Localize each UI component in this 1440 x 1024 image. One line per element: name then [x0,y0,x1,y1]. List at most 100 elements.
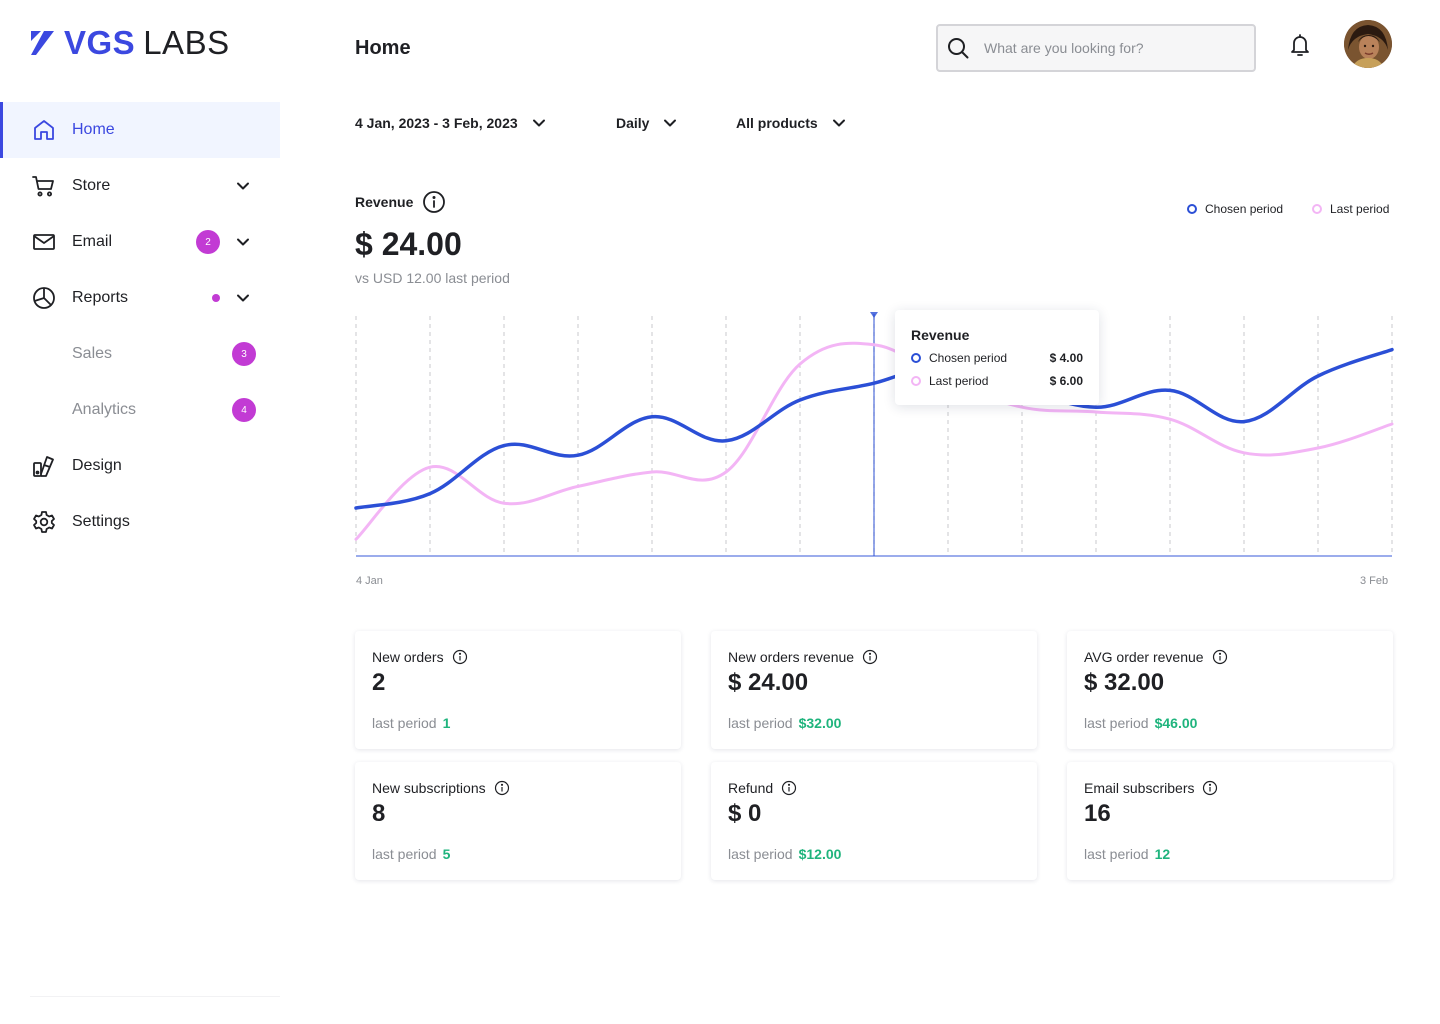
sidebar-item-reports[interactable]: Reports [0,270,280,326]
chart-tooltip: Revenue Chosen period $ 4.00 Last period… [895,310,1099,405]
pie-chart-icon [33,287,55,309]
design-icon [33,456,54,477]
chevron-down-icon[interactable] [234,289,252,307]
legend-chosen-period[interactable]: Chosen period [1187,202,1283,216]
logo[interactable]: VGS LABS [30,26,230,60]
stat-card-title: Email subscribers [1084,780,1218,796]
legend-marker [911,376,921,386]
sidebar-item-store[interactable]: Store [0,158,280,214]
tooltip-title: Revenue [911,327,970,343]
stat-card-value: 16 [1084,800,1111,827]
notification-badge: 4 [232,398,256,422]
revenue-chart[interactable] [340,300,1410,600]
chart-hover-marker [870,312,878,318]
stat-card-previous-value: $12.00 [798,846,842,862]
logo-text: VGS LABS [64,24,230,61]
stat-card-previous-value: 1 [442,715,451,731]
info-icon[interactable] [422,190,446,214]
revenue-amount: $ 24.00 [355,226,462,262]
date-range-dropdown[interactable]: 4 Jan, 2023 - 3 Feb, 2023 [355,112,548,134]
stat-card-value: 2 [372,669,386,696]
stat-card-title: New orders revenue [728,649,878,665]
legend-label: Last period [1330,202,1390,216]
stat-card-previous-value: $32.00 [798,715,842,731]
stat-card-previous: last period 1 [372,715,451,731]
stat-card-title: AVG order revenue [1084,649,1228,665]
info-icon[interactable] [781,780,797,796]
info-icon[interactable] [1202,780,1218,796]
sidebar-item-label: Store [72,177,111,194]
sidebar-item-home[interactable]: Home [0,102,280,158]
date-range-value: 4 Jan, 2023 - 3 Feb, 2023 [355,115,518,131]
revenue-compare: vs USD 12.00 last period [355,270,510,286]
tooltip-label: Last period [929,374,989,388]
stat-card-new-orders-revenue: New orders revenue $ 24.00 last period $3… [711,631,1037,749]
legend-marker [1312,204,1322,214]
info-icon[interactable] [452,649,468,665]
chevron-down-icon[interactable] [234,233,252,251]
legend-marker [911,353,921,363]
stat-card-previous: last period $46.00 [1084,715,1198,731]
info-icon[interactable] [862,649,878,665]
sidebar-item-settings[interactable]: Settings [0,494,280,550]
stat-card-previous-value: 12 [1154,846,1171,862]
avatar[interactable] [1344,20,1392,68]
stat-card-refund: Refund $ 0 last period $12.00 [711,762,1037,880]
stat-card-new-orders: New orders 2 last period 1 [355,631,681,749]
legend-last-period[interactable]: Last period [1312,202,1389,216]
stat-card-email-subscribers: Email subscribers 16 last period 12 [1067,762,1393,880]
legend-label: Chosen period [1205,202,1284,216]
sidebar-nav: Home Store Email 2 Reports [0,102,280,550]
sidebar-item-design[interactable]: Design [0,438,280,494]
tooltip-value: $ 6.00 [1049,374,1083,388]
mail-icon [33,234,55,250]
sidebar-item-label: Analytics [72,401,137,418]
stat-card-title: Refund [728,780,797,796]
stat-card-value: 8 [372,800,386,827]
chevron-down-icon [664,119,677,127]
tooltip-row-chosen: Chosen period $ 4.00 [911,351,1083,365]
sidebar-item-label: Reports [72,289,129,306]
revenue-label: Revenue [355,194,414,210]
stat-card-previous: last period $32.00 [728,715,842,731]
series-line-last-period [354,341,1394,541]
stat-card-previous-value: 5 [442,846,451,862]
sidebar-item-label: Sales [72,345,113,362]
search-input[interactable] [984,40,1234,56]
sidebar-item-label: Design [72,457,122,474]
sidebar: VGS LABS Home Store Email 2 [0,0,280,1024]
info-icon[interactable] [1212,649,1228,665]
gear-icon [33,511,55,533]
stat-card-value: $ 32.00 [1084,669,1165,696]
info-icon[interactable] [494,780,510,796]
sidebar-item-label: Home [72,121,115,138]
notification-badge: 2 [196,230,220,254]
sidebar-item-email[interactable]: Email 2 [0,214,280,270]
products-value: All products [736,115,818,131]
cart-icon [32,176,54,197]
x-axis-end-label: 3 Feb [1360,575,1389,587]
status-dot [212,294,220,302]
tooltip-value: $ 4.00 [1049,351,1083,365]
chevron-down-icon [832,119,845,127]
stat-card-title: New subscriptions [372,780,510,796]
sidebar-item-sales[interactable]: Sales 3 [0,326,280,382]
products-dropdown[interactable]: All products [736,112,848,134]
series-line-chosen-period [354,347,1394,510]
frequency-dropdown[interactable]: Daily [616,112,679,134]
stat-card-previous: last period 12 [1084,846,1171,862]
tooltip-row-last: Last period $ 6.00 [911,374,1083,388]
notification-badge: 3 [232,342,256,366]
logo-mark-icon [31,31,54,55]
stat-card-title: New orders [372,649,468,665]
stat-card-new-subscriptions: New subscriptions 8 last period 5 [355,762,681,880]
sidebar-item-label: Settings [72,513,130,530]
chevron-down-icon [532,119,545,127]
bell-icon[interactable] [1288,32,1312,58]
search-box[interactable] [936,24,1256,72]
legend-marker [1187,204,1197,214]
chevron-down-icon[interactable] [234,177,252,195]
sidebar-item-analytics[interactable]: Analytics 4 [0,382,280,438]
tooltip-label: Chosen period [929,351,1008,365]
sidebar-item-label: Email [72,233,113,250]
